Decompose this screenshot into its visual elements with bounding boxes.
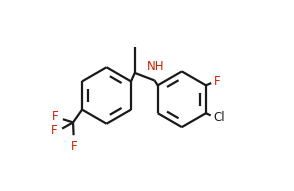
Text: Cl: Cl bbox=[214, 111, 225, 124]
Text: F: F bbox=[52, 110, 59, 123]
Text: F: F bbox=[71, 140, 77, 153]
Text: NH: NH bbox=[147, 60, 164, 73]
Text: F: F bbox=[214, 75, 220, 88]
Text: F: F bbox=[51, 124, 58, 137]
